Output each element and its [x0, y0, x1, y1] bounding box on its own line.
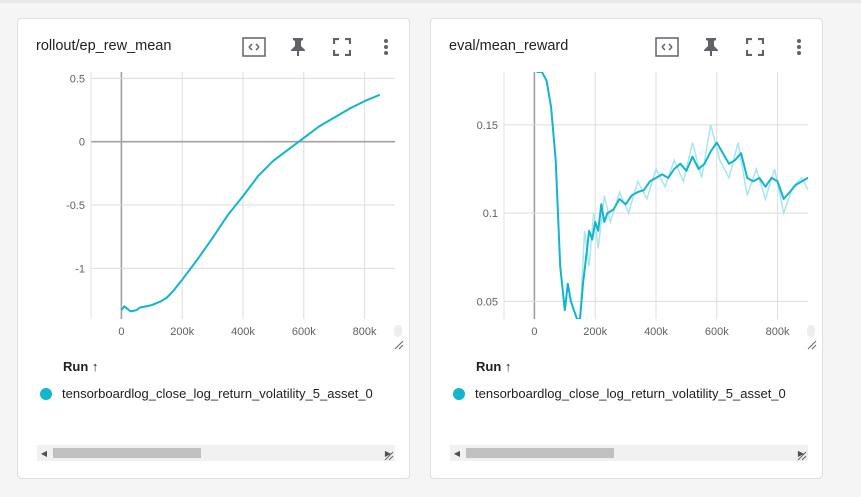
x-tick-label: 0 — [531, 326, 537, 338]
fit-domain-icon — [242, 37, 266, 57]
y-tick-label: 0.05 — [477, 296, 498, 308]
fullscreen-button[interactable] — [741, 33, 769, 61]
run-list-item[interactable]: tensorboardlog_close_log_return_volatili… — [40, 385, 396, 405]
x-tick-label: 800k — [353, 326, 377, 338]
resize-grip-icon[interactable] — [797, 451, 807, 461]
y-tick-label: -1 — [75, 263, 85, 275]
axis-grip[interactable] — [807, 325, 815, 337]
x-tick-label: 200k — [583, 326, 607, 338]
y-tick-label: 0.1 — [483, 208, 498, 220]
run-column-header[interactable]: Run ↑ — [63, 359, 99, 374]
chart-card-rollout: rollout/ep_rew_mean 0 200k 400k 600k 800k 0.5… — [17, 18, 410, 479]
raw-series-line — [579, 124, 808, 319]
line-chart[interactable]: 0 200k 400k 600k 800k 0.5 0 -0.5 -1 — [18, 19, 411, 359]
resize-grip-icon[interactable] — [384, 451, 394, 461]
scroll-right-arrow-icon[interactable]: ▶ — [797, 448, 805, 458]
run-list-item[interactable]: tensorboardlog_close_log_return_volatili… — [453, 385, 809, 405]
scroll-right-arrow-icon[interactable]: ▶ — [384, 448, 392, 458]
more-options-button[interactable] — [785, 33, 813, 61]
fit-domain-button[interactable] — [653, 33, 681, 61]
x-tick-label: 800k — [766, 326, 790, 338]
horizontal-scrollbar[interactable]: ◀ ▶ — [450, 445, 808, 461]
x-tick-label: 0 — [118, 326, 124, 338]
scrollbar-thumb[interactable] — [53, 448, 201, 458]
y-tick-label: -0.5 — [66, 200, 85, 212]
pin-icon — [291, 38, 305, 56]
run-color-dot — [453, 387, 465, 400]
more-vert-icon — [797, 39, 801, 55]
chart-resize-icon[interactable] — [394, 340, 404, 350]
fullscreen-button[interactable] — [328, 33, 356, 61]
scroll-left-arrow-icon[interactable]: ◀ — [40, 448, 48, 458]
top-divider — [0, 0, 861, 3]
scrollbar-thumb[interactable] — [466, 448, 614, 458]
fit-domain-icon — [655, 37, 679, 57]
x-tick-label: 400k — [231, 326, 255, 338]
chart-card-eval: eval/mean_reward 0 200k 400k 600k 800k 0.15 0.… — [430, 18, 823, 479]
y-tick-label: 0.5 — [70, 73, 85, 85]
run-color-dot — [40, 387, 52, 400]
pin-icon — [704, 38, 718, 56]
fit-domain-button[interactable] — [240, 33, 268, 61]
run-label: tensorboardlog_close_log_return_volatili… — [62, 386, 373, 402]
pin-button[interactable] — [284, 33, 312, 61]
series-line[interactable] — [534, 63, 820, 319]
scroll-left-arrow-icon[interactable]: ◀ — [453, 448, 461, 458]
run-label: tensorboardlog_close_log_return_volatili… — [475, 386, 786, 402]
axis-grip[interactable] — [394, 325, 402, 337]
y-tick-label: 0.15 — [477, 120, 498, 132]
fullscreen-icon — [333, 38, 351, 56]
more-vert-icon — [384, 39, 388, 55]
horizontal-scrollbar[interactable]: ◀ ▶ — [37, 445, 395, 461]
run-column-header[interactable]: Run ↑ — [476, 359, 512, 374]
x-tick-label: 600k — [705, 326, 729, 338]
chart-resize-icon[interactable] — [807, 340, 817, 350]
fullscreen-icon — [746, 38, 764, 56]
x-tick-label: 600k — [292, 326, 316, 338]
card-title: rollout/ep_rew_mean — [36, 38, 172, 54]
y-tick-label: 0 — [79, 137, 85, 149]
line-chart[interactable]: 0 200k 400k 600k 800k 0.15 0.1 0.05 — [431, 19, 824, 359]
card-title: eval/mean_reward — [449, 38, 569, 54]
series-line[interactable] — [120, 93, 381, 313]
more-options-button[interactable] — [372, 33, 400, 61]
pin-button[interactable] — [697, 33, 725, 61]
x-tick-label: 400k — [644, 326, 668, 338]
x-tick-label: 200k — [170, 326, 194, 338]
